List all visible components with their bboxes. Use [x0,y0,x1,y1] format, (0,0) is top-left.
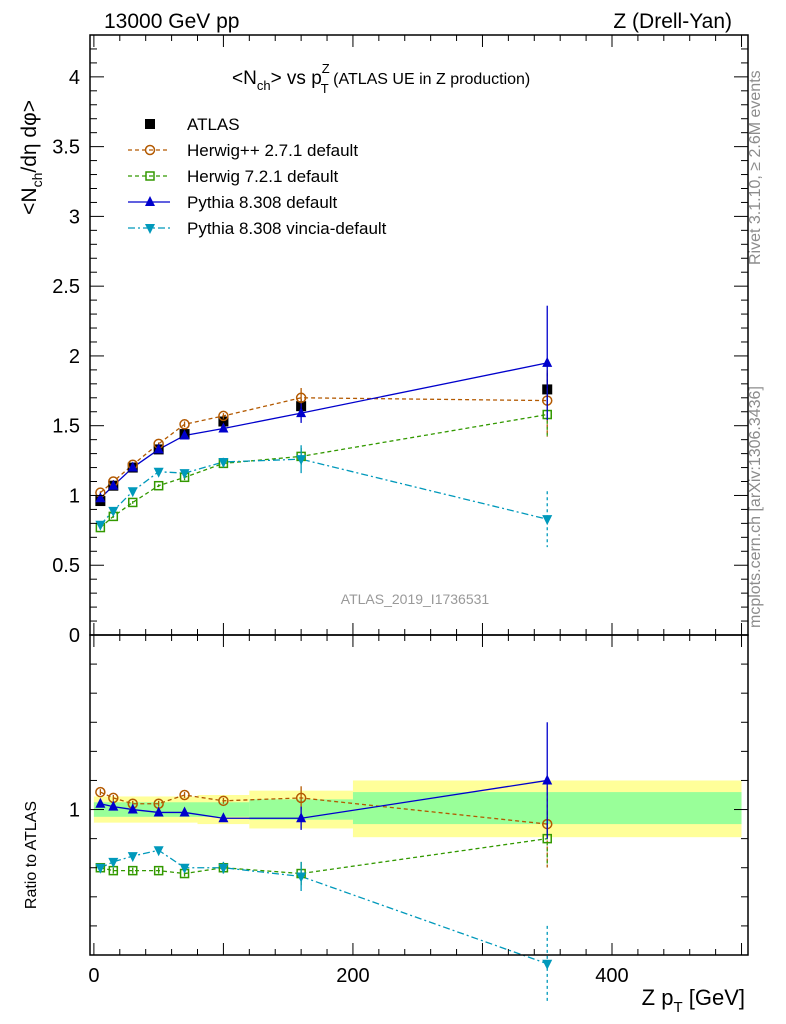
ylabel-part-a: <N [18,187,41,214]
main-point-pythia-8-308-default [542,356,553,367]
ratio-point-herwig-7-2-1-default [127,865,138,876]
ratio-line-herwig-7-2-1-default [100,837,548,875]
y-tick-label: 0 [69,625,80,647]
title-part-main: <N [232,68,257,89]
x-axis-title: Z pT [GeV] [642,985,745,1016]
main-point-pythia-8-308-vincia-default [108,506,119,517]
legend-marker-pythia-8-308-default [145,196,155,206]
xlabel-part-sub: T [673,999,682,1016]
y-tick-label: 4 [69,67,80,89]
ratio-point-herwig-2-7-1-default [218,795,229,807]
plot-title: <Nch> vs pZ T (ATLAS UE in Z production) [232,61,530,96]
ratio-point-pythia-8-308-vincia-default [108,857,119,868]
x-tick-label: 400 [595,965,628,987]
main-point-pythia-8-308-default [179,429,190,440]
ratio-point-pythia-8-308-vincia-default [296,872,307,883]
ratio-point-pythia-8-308-default [218,812,229,823]
ylabel-part-b: /dη dφ> [18,100,41,173]
legend-label-pythia-8-308-vincia-default: Pythia 8.308 vincia-default [187,219,387,238]
ratio-point-herwig-2-7-1-default [295,792,307,804]
xlabel-part-main: Z p [642,985,674,1010]
y-tick-label: 0.5 [52,555,80,577]
main-point-pythia-8-308-default [95,492,106,503]
x-tick-label: 200 [336,965,369,987]
legend-label-atlas: ATLAS [187,115,240,134]
main-point-pythia-8-308-vincia-default [296,455,307,466]
main-point-pythia-8-308-vincia-default [218,457,229,468]
ratio-line-pythia-8-308-vincia-default [100,849,548,965]
analysis-watermark: ATLAS_2019_I1736531 [341,591,490,607]
main-point-pythia-8-308-default [296,407,307,418]
y-tick-label: 2 [69,346,80,368]
main-line-pythia-8-308-vincia-default [99,458,548,526]
y-tick-label: 3.5 [52,137,80,159]
mcplots-label: mcplots.cern.ch [arXiv:1306.3436] [747,386,764,628]
main-point-pythia-8-308-default [218,422,229,433]
ratio-y-tick-label: 1 [69,800,80,822]
main-point-pythia-8-308-vincia-default [95,520,106,531]
title-part-sub2: T [321,81,329,96]
title-part-tail: (ATLAS UE in Z production) [329,71,531,88]
legend-marker-atlas [145,119,155,129]
main-point-herwig-7-2-1-default [127,497,138,508]
main-point-pythia-8-308-vincia-default [127,487,138,498]
ratio-point-pythia-8-308-default [95,797,106,808]
ratio-point-pythia-8-308-default [153,806,164,817]
rivet-version-label: Rivet 3.1.10, ≥ 2.6M events [747,70,764,265]
legend-label-herwig-2-7-1-default: Herwig++ 2.7.1 default [187,141,358,160]
ratio-point-pythia-8-308-vincia-default [153,846,164,857]
main-point-herwig-2-7-1-default [179,419,190,430]
ratio-point-pythia-8-308-vincia-default [218,863,229,874]
main-point-pythia-8-308-vincia-default [542,515,553,526]
ratio-point-pythia-8-308-vincia-default [127,852,138,863]
title-part-sub1: ch [257,78,271,93]
legend-marker-herwig-2-7-1-default [144,144,156,156]
main-point-pythia-8-308-default [127,461,138,472]
legend-label-herwig-7-2-1-default: Herwig 7.2.1 default [187,167,338,186]
legend-marker-pythia-8-308-vincia-default [145,224,155,234]
y-tick-label: 3 [69,206,80,228]
main-point-atlas [218,416,229,427]
energy-label: 13000 GeV pp [104,10,239,33]
main-line-pythia-8-308-default [99,362,548,499]
ratio-point-pythia-8-308-default [108,800,119,811]
y-tick-label: 1.5 [52,416,80,438]
main-point-pythia-8-308-vincia-default [153,467,164,478]
title-part-mid: > vs p [271,68,322,89]
main-line-herwig-7-2-1-default [99,413,548,529]
main-point-pythia-8-308-default [153,443,164,454]
ratio-point-herwig-2-7-1-default [179,789,190,801]
y-tick-label: 2.5 [52,276,80,298]
ratio-point-pythia-8-308-default [296,812,307,823]
xlabel-part-unit: [GeV] [683,985,745,1010]
ratio-axis-title: Ratio to ATLAS [23,801,40,909]
ratio-point-pythia-8-308-vincia-default [542,959,553,970]
main-point-herwig-2-7-1-default [295,392,307,404]
legend-label-pythia-8-308-default: Pythia 8.308 default [187,193,338,212]
ratio-point-pythia-8-308-default [127,803,138,814]
ratio-point-herwig-7-2-1-default [153,865,164,876]
ratio-point-pythia-8-308-vincia-default [179,863,190,874]
ratio-point-herwig-2-7-1-default [95,786,106,798]
y-axis-title: <Nch/dη dφ> [18,100,45,215]
y-tick-label: 1 [69,485,80,507]
title-part-sup: Z [322,61,330,76]
ratio-line-herwig-2-7-1-default [100,791,548,825]
main-point-pythia-8-308-vincia-default [179,469,190,480]
process-label: Z (Drell-Yan) [613,10,732,33]
ratio-panel-frame [89,634,749,956]
ylabel-part-sub: ch [29,173,45,188]
ratio-point-pythia-8-308-default [179,806,190,817]
main-point-herwig-7-2-1-default [153,480,164,491]
main-point-herwig-2-7-1-default [218,410,229,422]
legend-marker-herwig-7-2-1-default [145,171,155,181]
ratio-point-pythia-8-308-vincia-default [95,863,106,874]
ratio-point-pythia-8-308-default [542,774,553,785]
main-point-pythia-8-308-default [108,479,119,490]
x-tick-label: 0 [88,965,99,987]
